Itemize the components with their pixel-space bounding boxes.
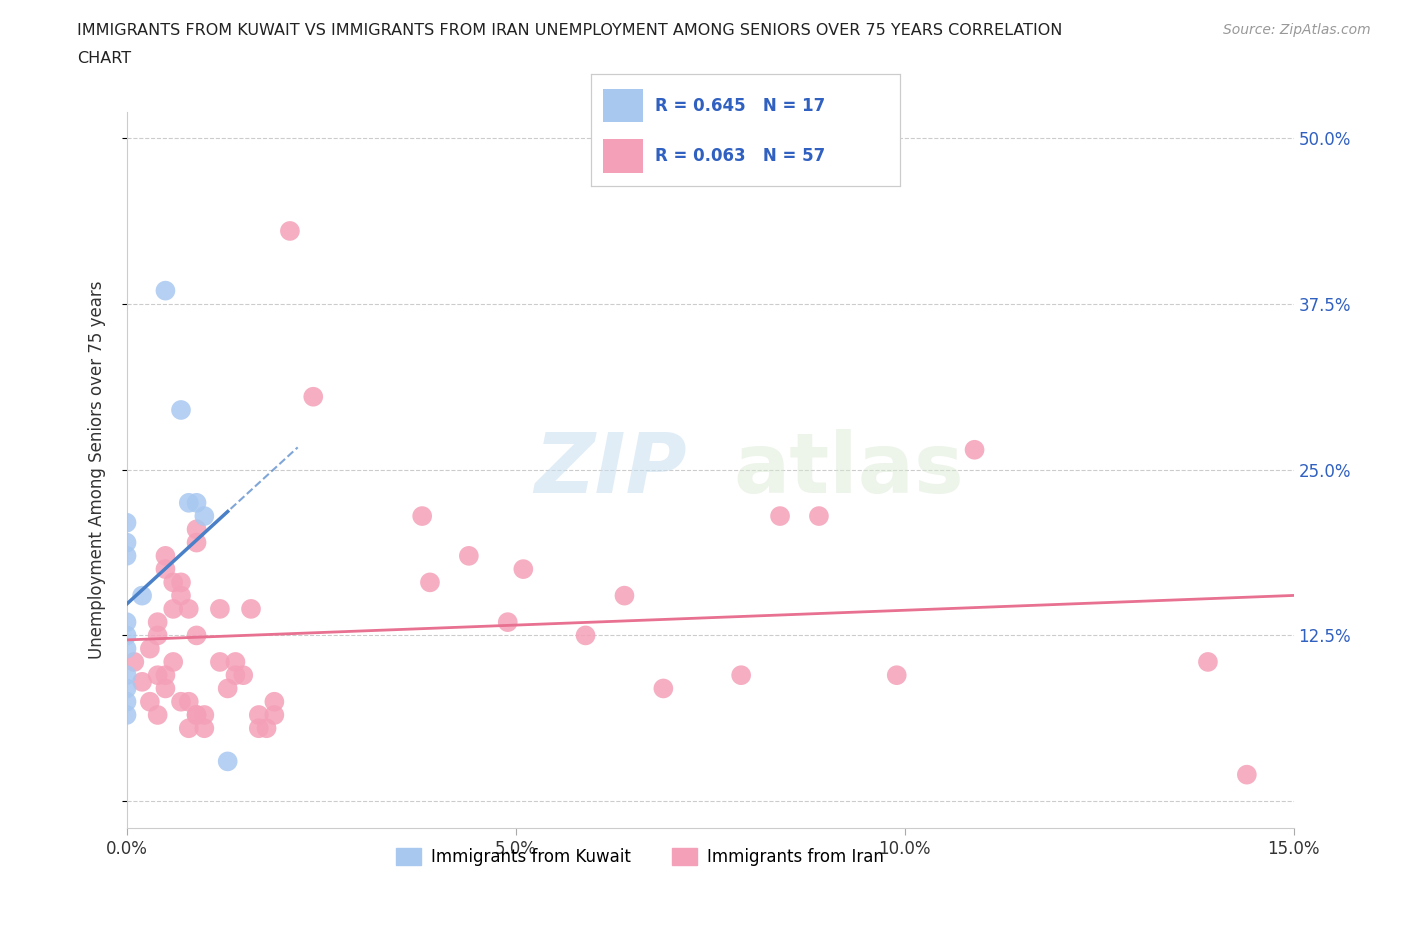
Point	[115, 642, 138, 657]
Point	[115, 668, 138, 683]
Point	[170, 588, 193, 603]
Text: CHART: CHART	[77, 51, 131, 66]
Point	[170, 403, 193, 418]
Point	[256, 721, 278, 736]
Point	[139, 642, 162, 657]
Text: R = 0.063   N = 57: R = 0.063 N = 57	[655, 147, 825, 165]
Point	[217, 754, 239, 769]
Point	[217, 681, 239, 696]
Point	[155, 681, 177, 696]
Text: ZIP: ZIP	[534, 429, 686, 511]
Point	[457, 549, 479, 564]
Point	[807, 509, 830, 524]
Point	[162, 602, 184, 617]
Point	[1197, 655, 1219, 670]
Point	[177, 496, 200, 511]
Point	[419, 575, 441, 590]
Point	[496, 615, 519, 630]
Y-axis label: Unemployment Among Seniors over 75 years: Unemployment Among Seniors over 75 years	[87, 281, 105, 658]
Point	[263, 708, 285, 723]
FancyBboxPatch shape	[603, 140, 643, 173]
Point	[247, 708, 270, 723]
Point	[186, 535, 208, 550]
Point	[115, 549, 138, 564]
Point	[240, 602, 263, 617]
Point	[115, 695, 138, 710]
Point	[146, 615, 169, 630]
Point	[411, 509, 433, 524]
Point	[613, 588, 636, 603]
Point	[139, 695, 162, 710]
Point	[302, 390, 325, 405]
FancyBboxPatch shape	[603, 89, 643, 123]
Point	[131, 674, 153, 689]
Text: atlas: atlas	[734, 429, 965, 511]
Text: IMMIGRANTS FROM KUWAIT VS IMMIGRANTS FROM IRAN UNEMPLOYMENT AMONG SENIORS OVER 7: IMMIGRANTS FROM KUWAIT VS IMMIGRANTS FRO…	[77, 23, 1063, 38]
Point	[1236, 767, 1258, 782]
Point	[886, 668, 908, 683]
Point	[115, 515, 138, 530]
Point	[162, 575, 184, 590]
Point	[193, 721, 215, 736]
Point	[155, 562, 177, 577]
Point	[574, 628, 596, 643]
Point	[115, 615, 138, 630]
Point	[115, 708, 138, 723]
Point	[170, 575, 193, 590]
Point	[146, 628, 169, 643]
Point	[208, 655, 231, 670]
Point	[115, 681, 138, 696]
Point	[186, 708, 208, 723]
Point	[177, 721, 200, 736]
Point	[193, 509, 215, 524]
Point	[186, 522, 208, 537]
Point	[193, 708, 215, 723]
Point	[186, 708, 208, 723]
Text: Source: ZipAtlas.com: Source: ZipAtlas.com	[1223, 23, 1371, 37]
Point	[162, 655, 184, 670]
Point	[177, 695, 200, 710]
Point	[224, 668, 246, 683]
Point	[652, 681, 675, 696]
Text: R = 0.645   N = 17: R = 0.645 N = 17	[655, 97, 825, 114]
Point	[278, 223, 301, 238]
Point	[146, 708, 169, 723]
Legend: Immigrants from Kuwait, Immigrants from Iran: Immigrants from Kuwait, Immigrants from …	[389, 842, 891, 873]
Point	[131, 588, 153, 603]
Point	[963, 443, 986, 458]
Point	[263, 695, 285, 710]
Point	[730, 668, 752, 683]
Point	[170, 695, 193, 710]
Point	[124, 655, 146, 670]
Point	[769, 509, 792, 524]
Point	[512, 562, 534, 577]
Point	[247, 721, 270, 736]
Point	[186, 628, 208, 643]
Point	[115, 535, 138, 550]
Point	[186, 496, 208, 511]
Point	[146, 668, 169, 683]
Point	[224, 655, 246, 670]
Point	[177, 602, 200, 617]
Point	[232, 668, 254, 683]
Point	[155, 668, 177, 683]
Point	[155, 549, 177, 564]
Point	[208, 602, 231, 617]
Point	[155, 283, 177, 298]
Point	[115, 628, 138, 643]
